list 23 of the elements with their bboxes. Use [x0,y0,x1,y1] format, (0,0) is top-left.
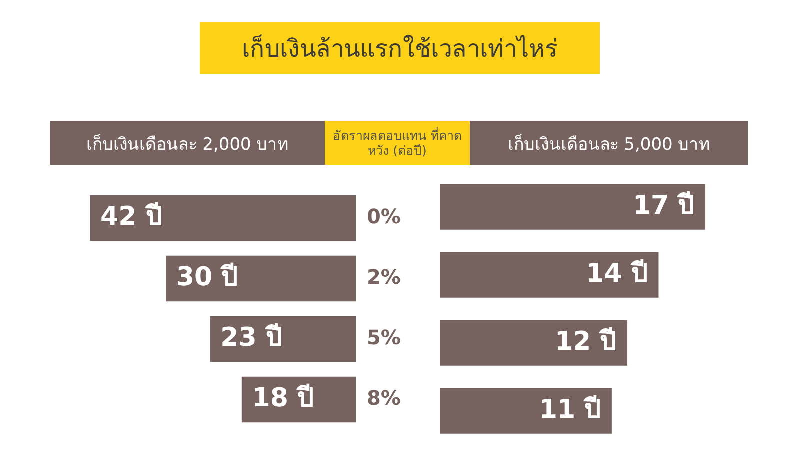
data-label: 14 ปี [586,258,648,289]
bar [440,184,706,230]
bar [440,388,612,434]
data-label: 23 ปี [220,323,283,353]
data-label: 17 ปี [632,190,696,221]
chart-title: เก็บเงินล้านแรกใช้เวลาเท่าไหร่ [200,22,600,74]
data-label: 12 ปี [554,326,618,357]
data-label: 18 ปี [252,384,314,414]
data-label: 11 ปี [539,394,602,425]
y-tick-label: 5% [366,325,401,350]
bar [90,195,356,242]
bar [440,320,628,366]
data-label: 30 ปี [176,262,239,292]
y-axis-title: อัตราผลตอบแทน ที่คาดหวัง (ต่อปี) [325,121,470,165]
bar [210,316,356,362]
y-tick-label: 8% [366,386,401,410]
data-label: 42 ปี [100,202,163,232]
bar [166,256,356,302]
bar [440,252,659,298]
text: เก็บเงินเดือนละ 2,000 บาท [50,121,325,165]
y-tick-label: 2% [366,264,401,289]
y-tick-label: 0% [366,204,401,228]
series-label: เก็บเงินเดือนละ 5,000 บาท [470,121,748,165]
